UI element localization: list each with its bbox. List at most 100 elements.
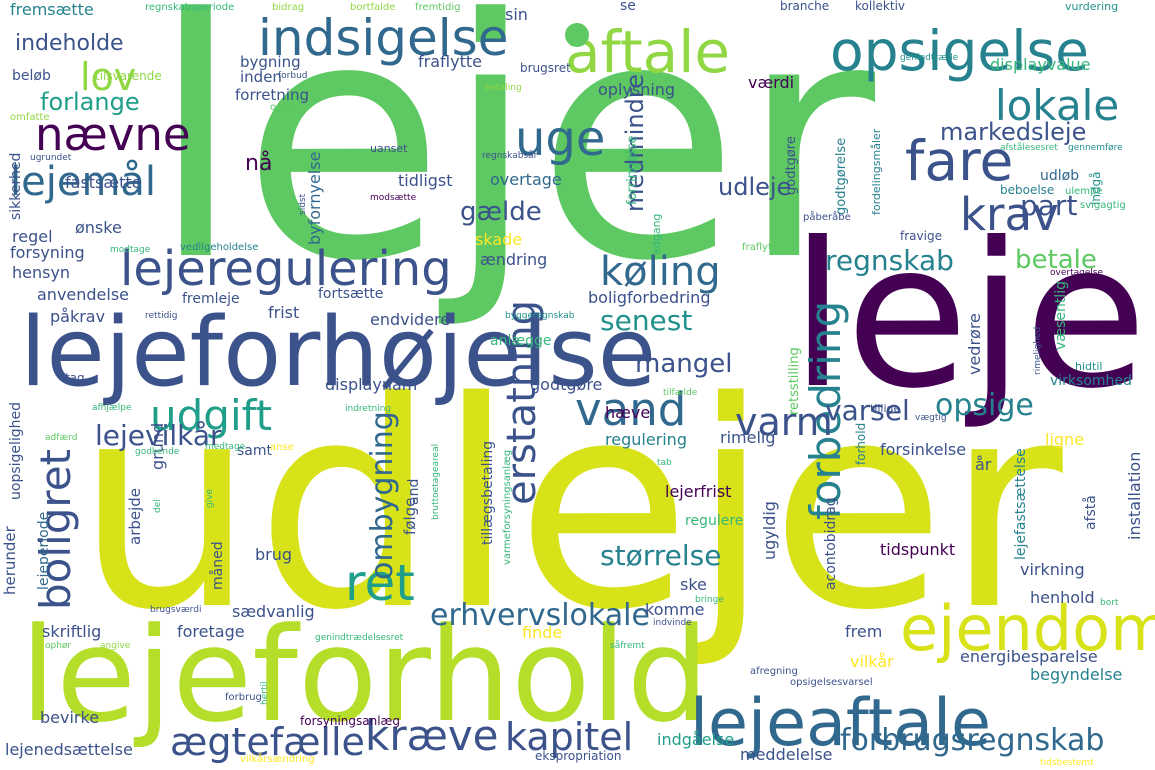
cloud-word: byggeregnskab (505, 311, 575, 321)
cloud-word: ugyldig (760, 501, 779, 560)
cloud-word: komme (645, 600, 705, 619)
cloud-word: afstå (1082, 495, 1099, 530)
cloud-word: opsigelse (830, 19, 1089, 83)
cloud-word: genindtrædelsesret (315, 633, 404, 643)
cloud-word: begyndelse (1030, 665, 1122, 684)
cloud-word: arbejde (126, 488, 144, 545)
cloud-word: vedrøre (965, 313, 984, 375)
cloud-word: branche (780, 0, 829, 13)
cloud-word: forbrug (225, 692, 262, 703)
cloud-word: leje (790, 200, 1147, 433)
cloud-word: acontobidrag (823, 497, 839, 590)
cloud-word: måned (209, 541, 226, 590)
cloud-word: ulempe (1065, 186, 1103, 197)
cloud-word: markedsleje (940, 118, 1086, 146)
cloud-word: forretning (235, 86, 309, 104)
cloud-word: tab (657, 458, 672, 468)
cloud-word: lov (80, 55, 136, 99)
cloud-word: retsstilling (787, 347, 802, 415)
cloud-word: frist (268, 303, 299, 322)
cloud-word: forhold (854, 423, 868, 465)
cloud-word: bruttoetageareal (431, 444, 441, 520)
cloud-word: skade (475, 230, 522, 249)
cloud-word: tilfælde (663, 388, 698, 398)
cloud-word: regulere (685, 513, 743, 529)
cloud-word: indgå (1089, 171, 1103, 205)
cloud-word: godkende (135, 447, 180, 457)
cloud-word: brugsret (520, 61, 571, 75)
cloud-word: boligforbedring (588, 288, 710, 307)
cloud-word: se (620, 0, 636, 14)
cloud-word: modsætte (370, 193, 417, 203)
cloud-word: indgåelse (657, 730, 734, 749)
cloud-word: bevirke (40, 708, 99, 727)
cloud-word: godtgørelse (834, 138, 849, 215)
cloud-word: erstatning (499, 300, 545, 505)
cloud-word: del (153, 499, 163, 513)
cloud-word: påkrav (50, 307, 105, 326)
cloud-word: lejeforhøjelse (20, 298, 656, 408)
cloud-word: fremtidig (415, 2, 460, 13)
cloud-word: adfærd (45, 433, 78, 443)
cloud-word: fravige (900, 229, 942, 243)
cloud-word: and (406, 479, 422, 505)
cloud-word: brugsværdi (150, 605, 201, 615)
cloud-word: forbrugsregnskab (840, 723, 1104, 758)
cloud-word: genindtræde (900, 53, 959, 63)
cloud-word: tidsbestemt (1040, 758, 1094, 768)
cloud-word: indretning (345, 404, 391, 414)
cloud-word: rimelighed (1033, 327, 1043, 375)
cloud-word: størrelse (600, 539, 721, 572)
cloud-word: nævne (35, 108, 191, 161)
cloud-word: bidrag (272, 2, 304, 13)
cloud-word: hensyn (12, 263, 70, 282)
cloud-word: medtage (205, 442, 246, 452)
cloud-word: lejeregulering (120, 241, 452, 297)
cloud-word: køling (600, 249, 721, 295)
cloud-word: uge (515, 111, 605, 167)
cloud-word: kapitel (505, 715, 633, 759)
cloud-word: såfremt (610, 640, 645, 651)
cloud-word: foretage (177, 622, 245, 641)
cloud-word: herunder (1, 525, 19, 595)
cloud-word: stille (880, 370, 904, 381)
cloud-word: hertil (260, 682, 270, 705)
cloud-word: ejendom (900, 592, 1155, 665)
cloud-word: afhjælpe (92, 403, 132, 413)
cloud-word: lejemål (10, 159, 156, 205)
cloud-word: anlægge (490, 333, 551, 349)
cloud-word: skriftlig (42, 622, 101, 641)
cloud-word: forbedring (801, 301, 850, 520)
cloud-word: vedligeholdelse (180, 242, 258, 253)
cloud-word: følge (401, 498, 419, 535)
cloud-word: anvendelse (37, 285, 129, 304)
cloud-word: indvinde (653, 618, 692, 628)
cloud-word: regnskab (825, 244, 954, 277)
cloud-word: grund (148, 423, 167, 470)
cloud-word: fremsætte (10, 0, 94, 19)
cloud-word: angive (100, 641, 131, 651)
cloud-word: år (975, 455, 992, 474)
cloud-word: fare (905, 129, 1013, 193)
cloud-word: bortfalde (350, 2, 395, 13)
cloud-word: tag (65, 371, 85, 385)
cloud-word: installation (1125, 452, 1144, 540)
cloud-word: lejefastsættelse (1013, 448, 1029, 560)
cloud-word: inden (240, 68, 282, 86)
cloud-word: give (205, 488, 215, 508)
cloud-word: ligne (1045, 430, 1084, 449)
cloud-word: overtage (490, 170, 562, 189)
cloud-word: anse (270, 442, 294, 453)
cloud-word: lejevilkår (95, 419, 222, 452)
cloud-word: regel (12, 227, 53, 246)
cloud-word: senest (600, 304, 692, 337)
cloud-word: hidtil (1075, 360, 1102, 373)
cloud-word: svigagtig (1080, 200, 1126, 211)
cloud-word: gælde (460, 197, 542, 227)
cloud-word: bort (1100, 598, 1119, 608)
cloud-word: nå (245, 150, 272, 176)
cloud-word: bringe (695, 595, 724, 605)
cloud-word: ophold (270, 102, 304, 113)
cloud-word: ugrundet (30, 153, 72, 163)
